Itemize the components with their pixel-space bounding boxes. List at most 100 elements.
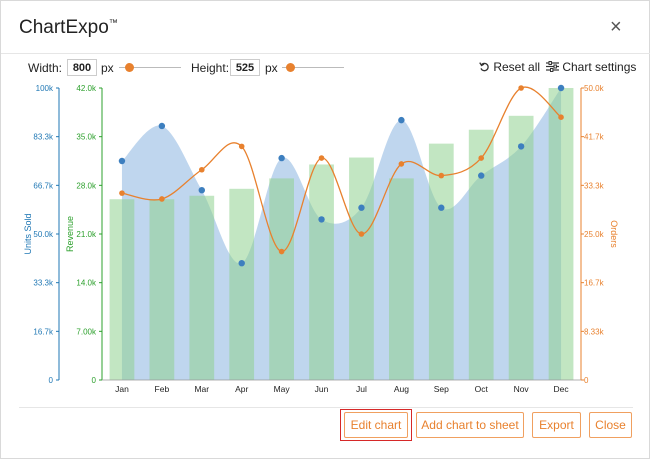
- reset-all-label: Reset all: [493, 60, 541, 74]
- units-sold-point: [278, 154, 285, 162]
- revenue-bar: [149, 199, 175, 380]
- orders-point: [398, 161, 405, 167]
- add-chart-to-sheet-button[interactable]: Add chart to sheet: [416, 412, 524, 438]
- orders-tick-label: 50.0k: [584, 84, 605, 93]
- orders-tick-label: 25.0k: [584, 230, 605, 239]
- revenue-tick-label: 0: [92, 376, 97, 385]
- units-sold-tick-label: 66.7k: [33, 181, 54, 190]
- orders-point: [238, 143, 245, 150]
- chart-canvas: 0 0 0 16.7k 7.00k 8.33k 33.3k 14.0k 16.7k 50.0k 21…: [23, 84, 619, 394]
- revenue-bar: [349, 157, 374, 380]
- orders-tick-label: 41.7k: [584, 133, 605, 142]
- footer-divider: [19, 407, 633, 408]
- revenue-bar: [189, 195, 215, 380]
- orders-point: [438, 172, 445, 179]
- revenue-tick-label: 28.0k: [76, 181, 97, 190]
- header-divider: [1, 53, 650, 54]
- width-slider-handle[interactable]: [125, 63, 134, 72]
- edit-chart-highlight: [340, 409, 412, 441]
- combo-chart: 0 0 0 16.7k 7.00k 8.33k 33.3k 14.0k 16.7k 50.0k 21…: [1, 79, 650, 401]
- orders-point: [358, 231, 365, 237]
- orders-axis-title: Orders: [609, 220, 619, 248]
- revenue-bar: [269, 178, 294, 380]
- x-tick-label: Sep: [434, 384, 449, 394]
- units-sold-point: [198, 187, 205, 194]
- orders-point: [198, 166, 205, 173]
- units-sold-point: [238, 260, 245, 267]
- revenue-tick-label: 7.00k: [76, 327, 97, 336]
- orders-tick-label: 8.33k: [584, 327, 605, 336]
- sliders-icon: [546, 60, 562, 74]
- width-slider[interactable]: [119, 63, 181, 72]
- units-sold-point: [318, 216, 325, 223]
- units-sold-point: [438, 204, 445, 211]
- revenue-bar: [548, 88, 574, 380]
- height-unit: px: [265, 61, 278, 75]
- revenue-bar: [389, 178, 414, 380]
- units-sold-point: [557, 84, 565, 92]
- height-label: Height:: [191, 61, 230, 75]
- orders-point: [159, 196, 165, 202]
- height-slider[interactable]: [282, 63, 344, 72]
- x-tick-label: Jul: [356, 384, 367, 394]
- width-unit: px: [101, 61, 114, 75]
- revenue-bar: [309, 164, 334, 380]
- edit-chart-button[interactable]: Edit chart: [344, 412, 408, 438]
- width-input[interactable]: [67, 59, 97, 76]
- orders-point: [278, 248, 285, 255]
- x-tick-label: Nov: [514, 384, 530, 394]
- revenue-bar: [508, 115, 534, 381]
- close-icon[interactable]: ×: [610, 16, 622, 38]
- x-tick-label: Oct: [475, 384, 489, 394]
- x-tick-label: Dec: [553, 384, 569, 394]
- revenue-axis-title: Revenue: [65, 216, 75, 252]
- chart-settings-button[interactable]: Chart settings: [546, 60, 636, 74]
- orders-point: [518, 85, 524, 91]
- x-tick-label: May: [274, 384, 291, 394]
- x-tick-label: Jun: [315, 384, 329, 394]
- orders-tick-label: 0: [584, 376, 589, 385]
- x-tick-label: Apr: [235, 384, 248, 394]
- units-sold-point: [358, 204, 365, 211]
- units-sold-tick-label: 100k: [36, 84, 54, 93]
- orders-point: [558, 114, 564, 120]
- units-sold-tick-label: 16.7k: [33, 327, 54, 336]
- size-toolbar: Width: px Height: px Reset all Chart set…: [1, 58, 650, 78]
- units-sold-point: [118, 157, 126, 165]
- revenue-tick-label: 42.0k: [76, 84, 97, 93]
- units-sold-area: [121, 88, 562, 380]
- close-button[interactable]: Close: [589, 412, 632, 438]
- x-tick-label: Feb: [155, 384, 170, 394]
- revenue-bar: [229, 188, 255, 380]
- revenue-bar: [109, 199, 135, 380]
- undo-icon: [479, 60, 493, 74]
- revenue-bar: [468, 129, 494, 380]
- height-input[interactable]: [230, 59, 260, 76]
- height-slider-handle[interactable]: [286, 63, 295, 72]
- orders-point: [478, 155, 485, 161]
- units-sold-tick-label: 33.3k: [33, 279, 54, 288]
- units-sold-point: [158, 122, 166, 130]
- export-button[interactable]: Export: [532, 412, 581, 438]
- dialog-title: ChartExpo™: [19, 17, 118, 38]
- units-sold-tick-label: 0: [49, 376, 54, 385]
- revenue-tick-label: 21.0k: [76, 230, 97, 239]
- reset-all-button[interactable]: Reset all: [479, 60, 540, 74]
- revenue-tick-label: 35.0k: [76, 133, 97, 142]
- orders-tick-label: 33.3k: [584, 181, 605, 190]
- units-sold-tick-label: 50.0k: [33, 230, 54, 239]
- orders-tick-label: 16.7k: [584, 279, 605, 288]
- orders-point: [119, 190, 125, 196]
- units-sold-point: [398, 116, 405, 124]
- revenue-bar: [428, 143, 454, 380]
- units-sold-axis-title: Units Sold: [23, 213, 33, 254]
- x-tick-label: Jan: [115, 384, 129, 394]
- revenue-tick-label: 14.0k: [76, 279, 97, 288]
- x-tick-label: Mar: [194, 384, 209, 394]
- chart-settings-label: Chart settings: [562, 60, 637, 74]
- units-sold-point: [478, 172, 485, 179]
- units-sold-tick-label: 83.3k: [33, 133, 54, 142]
- units-sold-point: [517, 143, 525, 150]
- x-tick-label: Aug: [394, 384, 409, 394]
